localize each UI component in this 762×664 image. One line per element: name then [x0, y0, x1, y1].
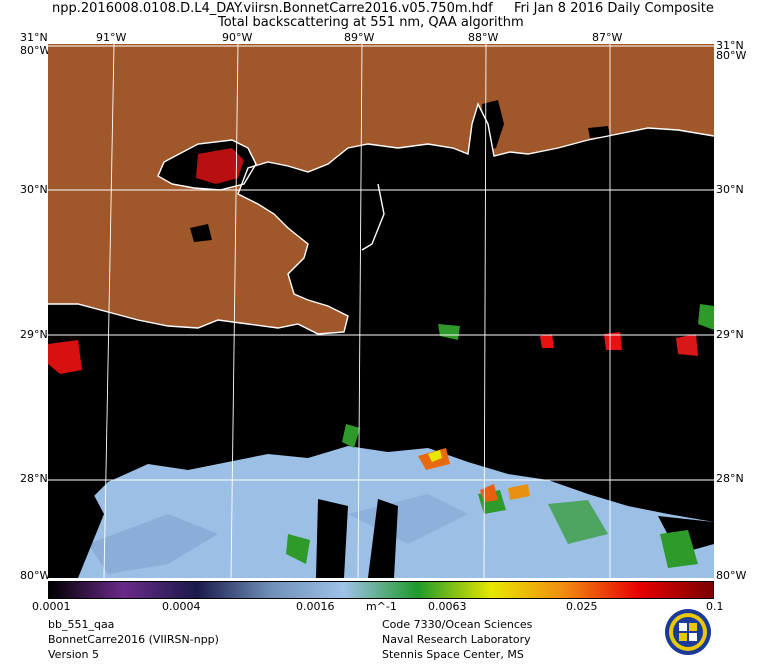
lat-label-31-left: 31°N — [20, 31, 48, 44]
lat-label-29-left: 29°N — [20, 328, 48, 341]
colorbar-unit: m^-1 — [366, 600, 397, 613]
green-plumes — [286, 304, 714, 568]
land-area — [48, 44, 714, 334]
colorbar-tick-4: 0.0063 — [428, 600, 467, 613]
lon-label-89w: 89°W — [344, 31, 375, 44]
colorbar-tick-2: 0.0004 — [162, 600, 201, 613]
org-code: Code 7330/Ocean Sciences — [382, 618, 533, 631]
bay-features — [190, 100, 610, 242]
image-subtitle: Total backscattering at 551 nm, QAA algo… — [218, 15, 524, 30]
product-name: bb_551_qaa — [48, 618, 115, 631]
org-name: Naval Research Laboratory — [382, 633, 531, 646]
lat-label-29-right: 29°N — [716, 328, 744, 341]
graticule — [48, 44, 714, 578]
red-orange-plumes — [48, 332, 698, 502]
colorbar-tick-5: 0.025 — [566, 600, 598, 613]
corner-label-top-right: 80°W — [716, 49, 747, 62]
nrl-seal-icon — [665, 609, 711, 655]
coastline — [48, 102, 714, 335]
lat-label-28-right: 28°N — [716, 472, 744, 485]
colorbar — [48, 581, 714, 599]
corner-label-bottom-left: 80°W — [20, 569, 51, 582]
colorbar-tick-6: 0.1 — [706, 600, 724, 613]
lat-label-28-left: 28°N — [20, 472, 48, 485]
lat-label-31-right: 31°N — [716, 39, 744, 52]
lat-label-30-right: 30°N — [716, 183, 744, 196]
colorbar-tick-3: 0.0016 — [296, 600, 335, 613]
corner-label-top-left: 80°W — [20, 44, 51, 57]
image-title: npp.2016008.0108.D.L4_DAY.viirsn.BonnetC… — [52, 1, 493, 16]
lon-label-88w: 88°W — [468, 31, 499, 44]
lon-label-91w: 91°W — [96, 31, 127, 44]
org-location: Stennis Space Center, MS — [382, 648, 524, 661]
lon-label-87w: 87°W — [592, 31, 623, 44]
satellite-map[interactable] — [48, 44, 714, 578]
version-label: Version 5 — [48, 648, 99, 661]
corner-label-bottom-right: 80°W — [716, 569, 747, 582]
colorbar-tick-1: 0.0001 — [32, 600, 71, 613]
region-sensor: BonnetCarre2016 (VIIRSN-npp) — [48, 633, 219, 646]
lat-label-30-left: 30°N — [20, 183, 48, 196]
lon-label-90w: 90°W — [222, 31, 253, 44]
composite-date: Fri Jan 8 2016 Daily Composite — [514, 1, 714, 16]
